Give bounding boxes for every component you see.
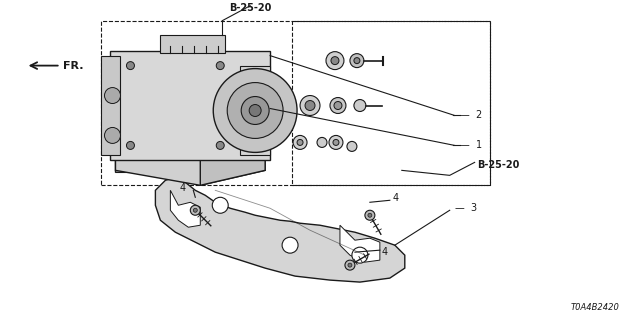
Circle shape <box>368 213 372 217</box>
Circle shape <box>282 237 298 253</box>
Circle shape <box>104 88 120 103</box>
Text: —  3: — 3 <box>454 203 477 213</box>
Text: —  2: — 2 <box>460 110 482 121</box>
Polygon shape <box>115 43 265 172</box>
Bar <box>111 51 270 160</box>
Circle shape <box>354 100 366 111</box>
Circle shape <box>365 210 375 220</box>
Bar <box>100 21 490 185</box>
Circle shape <box>334 101 342 109</box>
Circle shape <box>352 247 368 263</box>
Polygon shape <box>340 225 380 262</box>
Circle shape <box>212 197 228 213</box>
Polygon shape <box>115 51 265 185</box>
Polygon shape <box>156 175 404 282</box>
Circle shape <box>216 62 224 69</box>
Circle shape <box>333 140 339 145</box>
Circle shape <box>127 141 134 149</box>
Circle shape <box>241 97 269 124</box>
Circle shape <box>297 140 303 145</box>
Circle shape <box>293 135 307 149</box>
Text: 4: 4 <box>179 183 186 193</box>
Circle shape <box>326 52 344 69</box>
Circle shape <box>330 98 346 114</box>
Text: 4: 4 <box>393 193 399 203</box>
Circle shape <box>347 141 357 151</box>
Circle shape <box>190 205 200 215</box>
Bar <box>100 56 120 156</box>
Text: B-25-20: B-25-20 <box>229 3 271 13</box>
Circle shape <box>350 54 364 68</box>
Circle shape <box>345 260 355 270</box>
Circle shape <box>331 57 339 65</box>
Text: T0A4B2420: T0A4B2420 <box>570 303 620 312</box>
Circle shape <box>329 135 343 149</box>
Polygon shape <box>170 190 200 227</box>
Text: 4: 4 <box>382 247 388 257</box>
Circle shape <box>193 208 197 212</box>
Circle shape <box>216 141 224 149</box>
Text: FR.: FR. <box>63 60 83 71</box>
Circle shape <box>227 83 283 139</box>
Bar <box>292 21 490 185</box>
Circle shape <box>348 263 352 267</box>
Text: B-25-20: B-25-20 <box>477 160 520 170</box>
Circle shape <box>354 58 360 64</box>
Bar <box>240 66 270 156</box>
Text: —  1: — 1 <box>460 140 482 150</box>
Circle shape <box>104 127 120 143</box>
Polygon shape <box>200 51 265 185</box>
Bar <box>161 35 225 52</box>
Circle shape <box>249 105 261 116</box>
Circle shape <box>300 96 320 116</box>
Circle shape <box>127 62 134 69</box>
Circle shape <box>317 137 327 148</box>
Circle shape <box>305 100 315 110</box>
Circle shape <box>213 68 297 152</box>
